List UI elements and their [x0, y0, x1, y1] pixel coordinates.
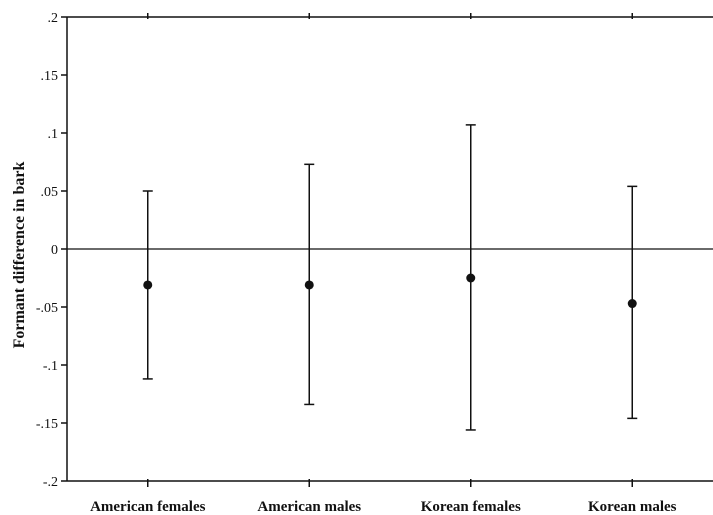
error-bar-group [142, 190, 153, 380]
y-tick-label: .1 [48, 127, 59, 142]
error-bar-group [465, 124, 476, 431]
y-tick-label: .2 [48, 11, 59, 26]
y-tick-label: -.1 [43, 359, 58, 374]
y-axis-ticks: .2 .15 .1 .05 0 -.05 -.1 -.15 -.2 [36, 11, 67, 490]
y-tick-label: -.2 [43, 475, 58, 490]
error-bar-group [627, 185, 638, 420]
x-tick-label: American males [257, 499, 361, 515]
mean-point [304, 280, 314, 290]
x-tick-label: Korean females [421, 499, 521, 515]
x-tick-label: American females [90, 499, 206, 515]
x-tick-label: Korean males [588, 499, 677, 515]
y-tick-label: .05 [41, 185, 59, 200]
mean-point [627, 299, 637, 309]
mean-point [143, 280, 153, 290]
y-axis-title: Formant difference in bark [11, 162, 28, 349]
x-axis-ticks: American females American males Korean fem… [90, 13, 677, 515]
error-bar-group [304, 163, 315, 406]
y-tick-label: -.05 [36, 301, 58, 316]
y-tick-label: 0 [51, 243, 58, 258]
mean-point [466, 273, 476, 283]
y-tick-label: .15 [41, 69, 59, 84]
error-bars [142, 124, 638, 431]
axes [66, 16, 713, 482]
y-tick-label: -.15 [36, 417, 58, 432]
